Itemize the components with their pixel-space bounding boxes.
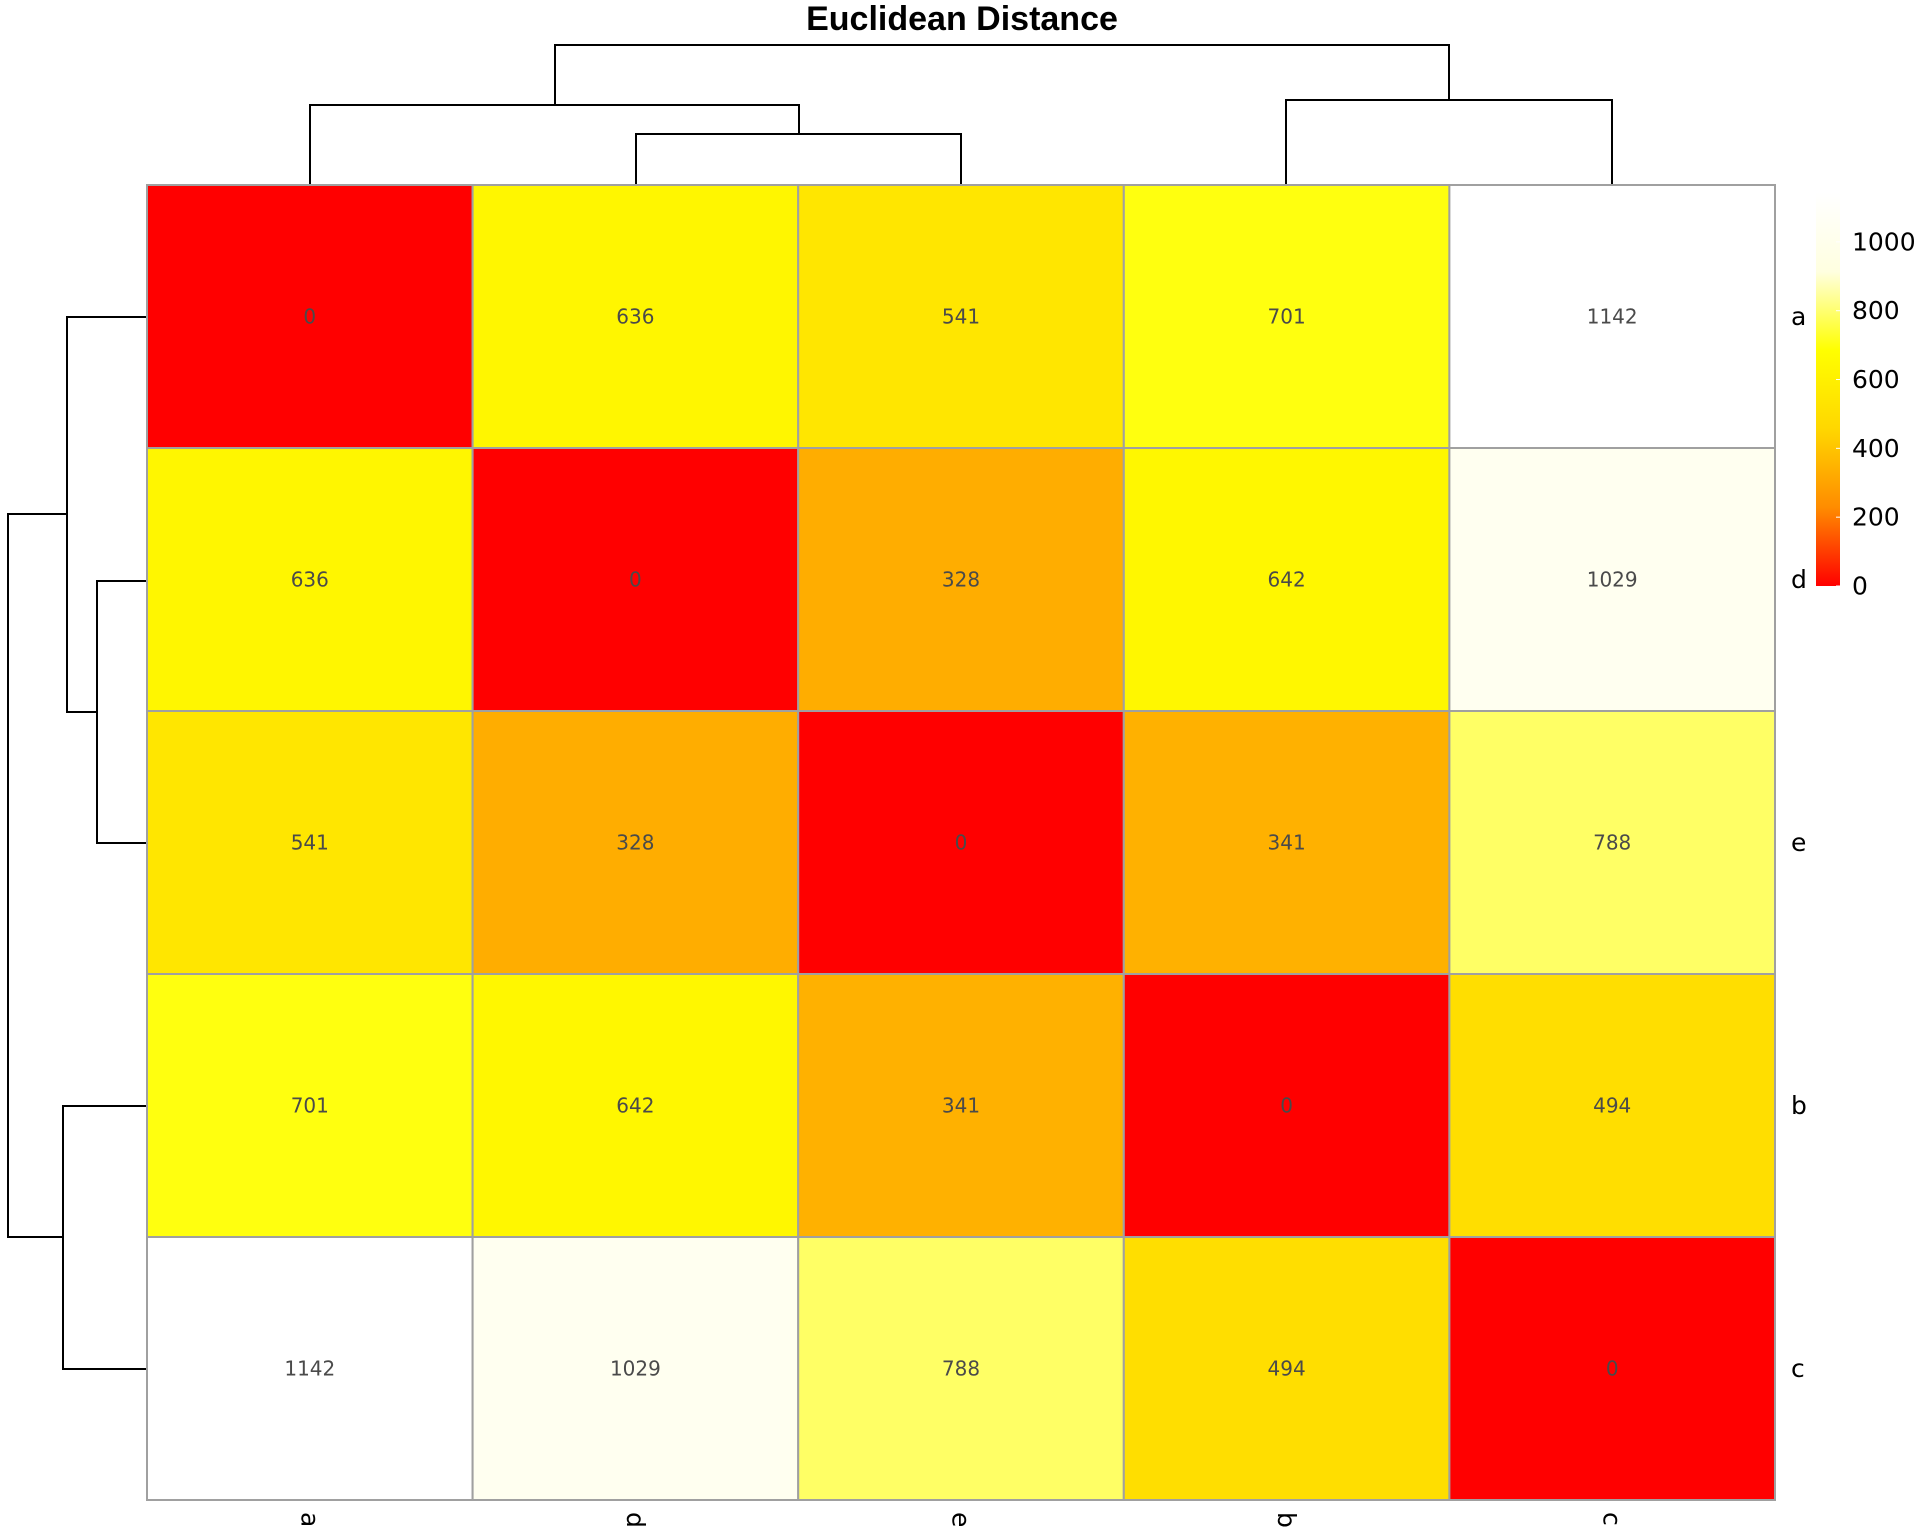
legend-tick-label: 600 bbox=[1852, 365, 1900, 394]
column-dendrogram-branch-d-e bbox=[635, 133, 962, 185]
heatmap-cell bbox=[1122, 184, 1451, 449]
row-label: b bbox=[1791, 1091, 1807, 1120]
heatmap-cell-value: 541 bbox=[291, 831, 329, 855]
heatmap-cell bbox=[1448, 973, 1777, 1238]
column-dendrogram-branch-b-c bbox=[1285, 99, 1613, 185]
heatmap-cell bbox=[146, 1236, 474, 1501]
heatmap-cell bbox=[471, 1236, 800, 1501]
heatmap-cell bbox=[1122, 973, 1451, 1238]
heatmap-cell bbox=[1448, 184, 1777, 449]
heatmap-cell-value: 0 bbox=[303, 305, 316, 329]
heatmap-cell-value: 0 bbox=[629, 568, 642, 592]
heatmap-cell-value: 0 bbox=[1280, 1094, 1293, 1118]
legend-tick-label: 400 bbox=[1852, 434, 1900, 463]
heatmap-cell-value: 0 bbox=[1606, 1357, 1619, 1381]
row-dendrogram-branch-d-e bbox=[96, 580, 147, 844]
heatmap-cell-value: 788 bbox=[942, 1357, 980, 1381]
heatmap-cell-value: 642 bbox=[1268, 568, 1306, 592]
row-dendrogram bbox=[7, 316, 147, 1370]
heatmap-cell bbox=[471, 710, 800, 975]
heatmap-cell bbox=[1448, 710, 1777, 975]
heatmap-cell-value: 541 bbox=[942, 305, 980, 329]
heatmap-cell bbox=[797, 447, 1125, 712]
heatmap-cell-value: 341 bbox=[942, 1094, 980, 1118]
row-label: d bbox=[1791, 565, 1807, 594]
heatmap-cell-value: 328 bbox=[942, 568, 980, 592]
row-dendrogram-branch-root bbox=[7, 513, 67, 1238]
heatmap-cell-value: 1029 bbox=[610, 1357, 661, 1381]
heatmap-cell bbox=[797, 710, 1125, 975]
heatmap-cell bbox=[146, 447, 474, 712]
column-label: b bbox=[1272, 1512, 1301, 1528]
heatmap-cell-value: 494 bbox=[1268, 1357, 1306, 1381]
heatmap-cell-value: 701 bbox=[1268, 305, 1306, 329]
row-dendrogram-branch-a-de bbox=[66, 316, 147, 713]
column-dendrogram-branch-root bbox=[554, 44, 1450, 105]
column-dendrogram-branch-a-de bbox=[309, 104, 800, 185]
row-label: e bbox=[1791, 828, 1806, 857]
heatmap-cell-value: 328 bbox=[616, 831, 654, 855]
heatmap-cell bbox=[471, 184, 800, 449]
heatmap-cell bbox=[797, 973, 1125, 1238]
heatmap-cell bbox=[471, 447, 800, 712]
legend-color-bar bbox=[1816, 193, 1840, 586]
heatmap-cell-value: 642 bbox=[616, 1094, 654, 1118]
heatmap-cells: 0 636 541 701 1142 636 0 328 642 1029 541 328 0 341 78… bbox=[146, 184, 1777, 1501]
heatmap-cell-value: 1029 bbox=[1587, 568, 1638, 592]
heatmap-cell bbox=[146, 184, 474, 449]
column-label: c bbox=[1598, 1512, 1627, 1526]
heatmap-cell-value: 1142 bbox=[1587, 305, 1638, 329]
heatmap-cell-value: 1142 bbox=[284, 1357, 335, 1381]
legend-tick-label: 1000 bbox=[1852, 227, 1916, 256]
heatmap-cell-value: 701 bbox=[291, 1094, 329, 1118]
row-dendrogram-branch-b-c bbox=[62, 1105, 147, 1370]
heatmap-cell-value: 636 bbox=[616, 305, 654, 329]
legend-tick-label: 0 bbox=[1852, 572, 1868, 601]
heatmap-cell bbox=[146, 973, 474, 1238]
heatmap-cell bbox=[1448, 447, 1777, 712]
column-label: d bbox=[621, 1512, 650, 1528]
column-label: a bbox=[295, 1512, 324, 1527]
heatmap-cell-value: 636 bbox=[291, 568, 329, 592]
heatmap-cell bbox=[797, 1236, 1125, 1501]
chart-title: Euclidean Distance bbox=[806, 0, 1118, 38]
row-label: a bbox=[1791, 302, 1806, 331]
heatmap-cell-value: 341 bbox=[1268, 831, 1306, 855]
heatmap-cell bbox=[1122, 710, 1451, 975]
column-dendrogram bbox=[309, 44, 1613, 185]
row-label: c bbox=[1791, 1354, 1805, 1383]
color-legend: 0 200 400 600 800 1000 bbox=[1816, 193, 1916, 601]
heatmap-cell bbox=[797, 184, 1125, 449]
row-labels: a d e b c bbox=[1791, 302, 1807, 1383]
heatmap-cell-value: 0 bbox=[955, 831, 968, 855]
heatmap-cell-value: 494 bbox=[1593, 1094, 1631, 1118]
heatmap-cell bbox=[471, 973, 800, 1238]
column-label: e bbox=[947, 1512, 976, 1527]
heatmap-cell bbox=[1448, 1236, 1777, 1501]
legend-tick-label: 800 bbox=[1852, 296, 1900, 325]
legend-tick-label: 200 bbox=[1852, 503, 1900, 532]
heatmap-cell-value: 788 bbox=[1593, 831, 1631, 855]
